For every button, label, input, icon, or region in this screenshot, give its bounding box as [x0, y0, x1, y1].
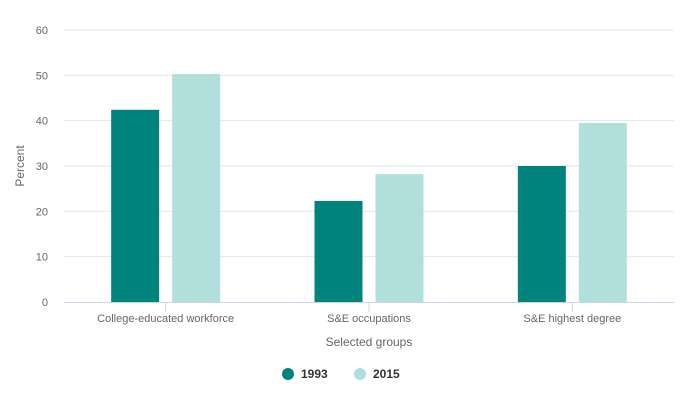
legend-swatch	[354, 368, 366, 380]
bar-2015-1[interactable]	[375, 174, 424, 302]
legend-item-1993[interactable]: 1993	[282, 367, 328, 381]
legend-label: 2015	[373, 367, 400, 381]
x-tick-label: S&E occupations	[327, 313, 411, 325]
y-axis-title: Percent	[13, 145, 27, 187]
y-tick-label: 50	[36, 70, 48, 82]
x-tick-label: College-educated workforce	[97, 313, 234, 325]
gridlines	[64, 29, 674, 258]
y-tick-label: 60	[36, 25, 48, 37]
bar-1993-1[interactable]	[314, 200, 363, 302]
x-axis-ticks: College-educated workforce S&E occupation…	[97, 302, 621, 325]
y-tick-label: 40	[36, 116, 48, 128]
bar-2015-0[interactable]	[172, 73, 221, 303]
y-tick-label: 30	[36, 161, 48, 173]
legend: 1993 2015	[282, 367, 400, 381]
legend-label: 1993	[301, 367, 328, 381]
legend-item-2015[interactable]: 2015	[354, 367, 400, 381]
x-axis-title: Selected groups	[326, 335, 413, 349]
y-axis-ticks: 0 10 20 30 40 50 60	[36, 25, 48, 309]
bars	[111, 73, 627, 303]
bar-1993-0[interactable]	[111, 109, 160, 302]
legend-swatch	[282, 368, 294, 380]
bar-1993-2[interactable]	[517, 166, 566, 302]
y-tick-label: 20	[36, 206, 48, 218]
y-tick-label: 0	[42, 297, 48, 309]
x-tick-label: S&E highest degree	[523, 313, 621, 325]
y-tick-label: 10	[36, 252, 48, 264]
bar-2015-2[interactable]	[578, 122, 627, 302]
